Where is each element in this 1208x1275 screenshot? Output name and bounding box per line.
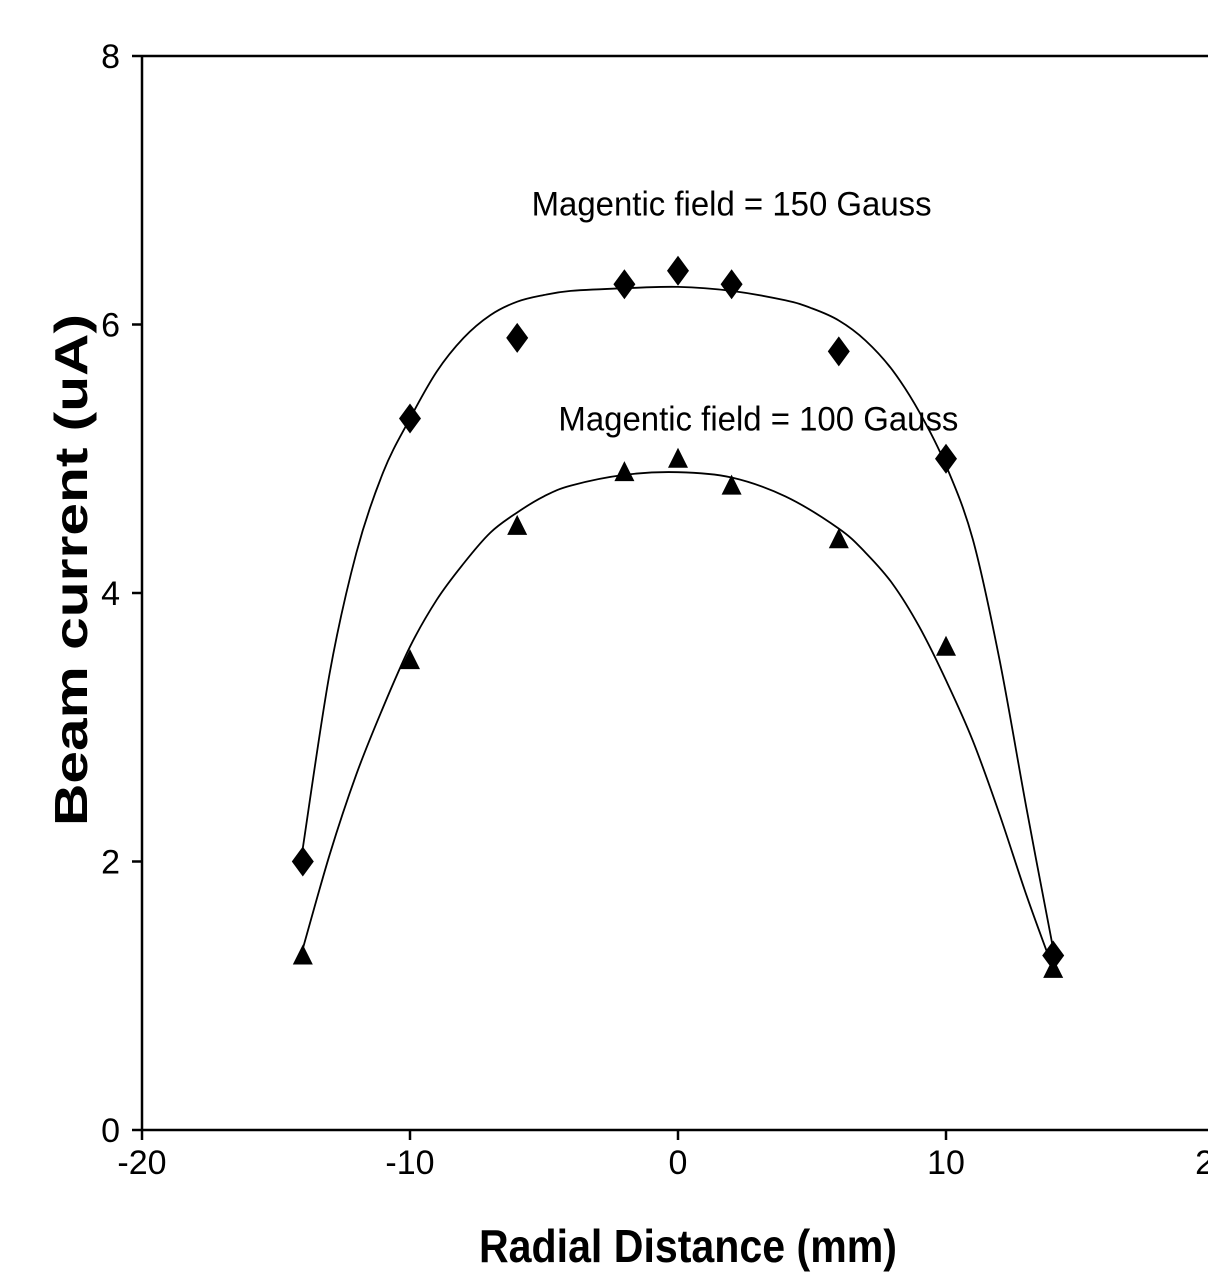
triangle-marker	[614, 461, 635, 482]
diamond-marker	[506, 322, 529, 353]
diamond-marker	[613, 269, 636, 300]
y-tick-label: 4	[101, 575, 120, 613]
triangle-marker	[292, 944, 313, 965]
data-markers	[291, 255, 1065, 978]
series-2-fit-line	[301, 471, 1055, 970]
diamond-marker	[291, 846, 314, 877]
y-tick-label: 2	[101, 844, 120, 882]
triangle-marker	[668, 447, 688, 468]
triangle-marker	[721, 474, 742, 495]
diamond-marker	[667, 255, 689, 286]
x-tick-label: -20	[117, 1144, 166, 1182]
triangle-marker	[400, 649, 420, 670]
diamond-marker	[935, 443, 957, 474]
x-tick-label: 10	[927, 1144, 965, 1182]
annotation-1: Magentic field = 150 Gauss	[532, 186, 932, 224]
triangle-marker	[828, 528, 849, 549]
diamond-marker	[827, 336, 850, 367]
x-tick-label: -10	[385, 1144, 434, 1182]
y-tick-label: 8	[101, 38, 120, 76]
diamond-marker	[720, 269, 743, 300]
series-1-fit-line	[301, 285, 1055, 949]
diamond-marker	[1042, 940, 1065, 971]
annotation-2: Magentic field = 100 Gauss	[558, 400, 958, 438]
triangle-marker	[507, 514, 528, 535]
x-axis-title: Radial Distance (mm)	[479, 1220, 897, 1272]
fit-curves	[301, 285, 1055, 970]
x-axis-ticks: -20 -10 0 10 20	[117, 1130, 1208, 1182]
x-tick-label: 20	[1195, 1144, 1208, 1182]
y-tick-label: 6	[101, 307, 120, 345]
triangle-marker	[1043, 957, 1064, 978]
triangle-marker	[936, 635, 956, 656]
y-tick-label: 0	[101, 1112, 120, 1150]
x-tick-label: 0	[669, 1144, 688, 1182]
y-axis-ticks: 0 2 4 6 8	[101, 38, 142, 1150]
diamond-marker	[399, 403, 421, 434]
y-axis-title: Beam current (uA)	[45, 314, 97, 826]
annotations: Magentic field = 150 Gauss Magentic field…	[532, 186, 959, 439]
